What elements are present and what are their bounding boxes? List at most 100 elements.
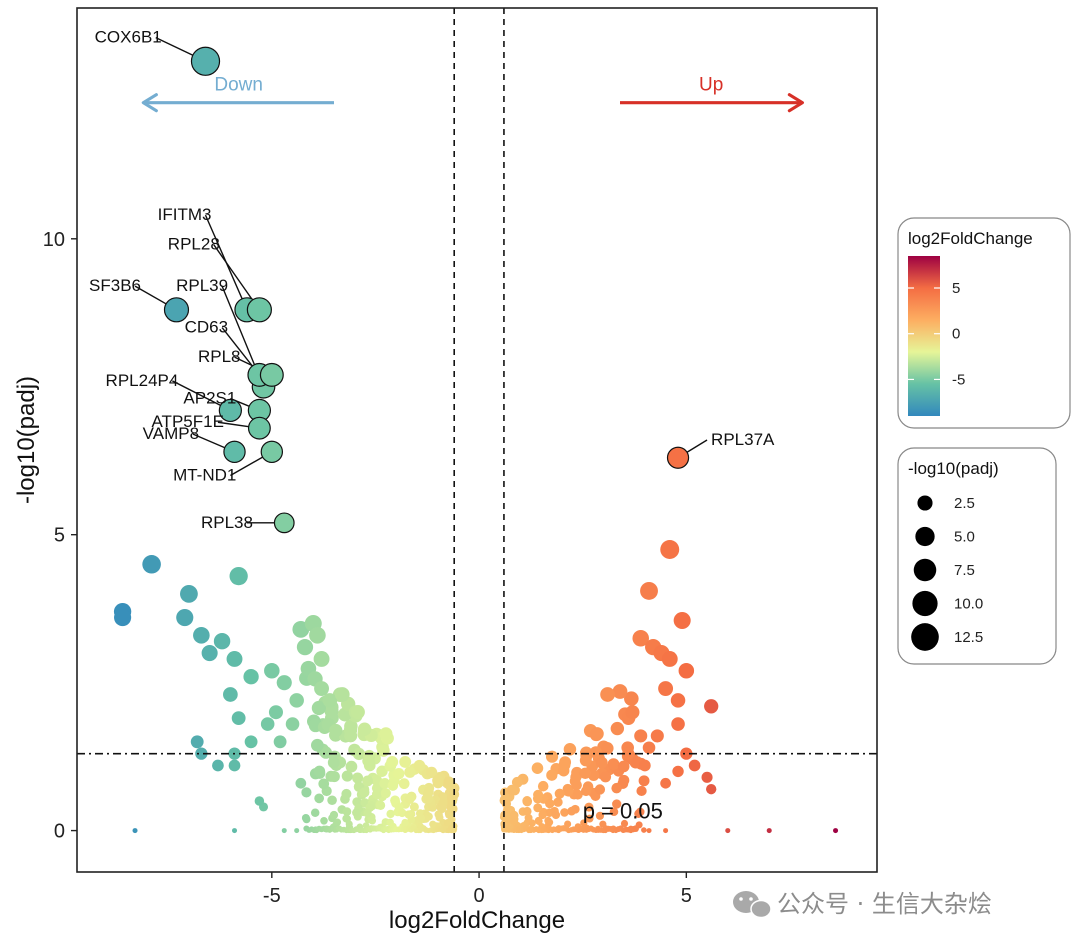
gene-label: RPL8 (198, 347, 241, 366)
size-legend-dot (912, 590, 938, 617)
gene-label: COX6B1 (95, 28, 162, 47)
data-point (285, 717, 300, 731)
labeled-data-point (273, 512, 295, 534)
data-point (302, 815, 311, 824)
data-point (413, 759, 426, 772)
labeled-data-point (259, 362, 284, 387)
data-point (601, 742, 614, 755)
gene-labels: COX6B1 IFITM3 RPL28 SF3B6 RPL39 CD63 RPL8 RPL24… (89, 28, 775, 532)
data-point (567, 806, 576, 816)
data-point (398, 778, 410, 790)
data-point (688, 759, 701, 772)
data-point (650, 729, 664, 743)
background-points (113, 540, 839, 834)
data-point (670, 693, 686, 708)
data-point (579, 767, 591, 779)
data-point (671, 717, 685, 731)
data-point (833, 828, 839, 834)
data-point (386, 809, 395, 819)
data-point (397, 808, 407, 818)
data-point (273, 735, 287, 749)
data-point (322, 693, 338, 708)
data-point (371, 774, 382, 786)
y-axis-title: -log10(padj) (13, 376, 40, 504)
data-point (254, 796, 265, 806)
data-point (706, 783, 717, 795)
data-point (766, 828, 772, 834)
data-point (594, 784, 606, 795)
data-point (363, 809, 372, 818)
size-legend-label: 10.0 (954, 596, 983, 613)
data-point (226, 651, 243, 667)
labeled-data-point (190, 46, 221, 76)
data-point (313, 765, 326, 777)
data-point (632, 825, 639, 832)
data-point (357, 722, 372, 736)
data-point (352, 808, 361, 817)
data-point (114, 608, 132, 627)
data-point (588, 769, 600, 781)
data-point (327, 756, 340, 769)
y-tick-label: 0 (54, 821, 65, 843)
data-point (580, 819, 588, 827)
axes: -5 0 5 0 5 10 log2FoldChange -log10(padj) (13, 229, 692, 934)
size-legend-box (897, 447, 1057, 665)
data-point (640, 581, 658, 600)
data-point (646, 828, 652, 834)
data-point (295, 777, 307, 789)
data-point (585, 814, 594, 823)
data-point (620, 819, 629, 828)
data-point (276, 675, 292, 691)
data-point (201, 644, 218, 662)
data-point (663, 828, 669, 834)
data-point (311, 700, 326, 716)
data-point (678, 663, 695, 679)
data-point (609, 807, 619, 817)
wechat-icon (733, 891, 772, 919)
data-point (404, 810, 413, 819)
data-point (334, 687, 350, 702)
data-point (229, 566, 248, 586)
data-point (362, 775, 374, 787)
labeled-data-point (163, 297, 190, 323)
reference-lines: p = 0.05 (77, 8, 877, 872)
data-point (570, 771, 582, 783)
data-point (379, 778, 391, 789)
gene-label: CD63 (185, 318, 228, 337)
data-point (704, 699, 719, 714)
data-point (551, 810, 561, 820)
data-point (545, 798, 555, 809)
data-point (522, 796, 533, 807)
data-point (423, 786, 434, 797)
data-point (301, 787, 312, 798)
data-point (660, 540, 680, 559)
labeled-data-point (246, 297, 272, 323)
data-point (639, 759, 651, 772)
data-point (281, 828, 287, 834)
data-point (599, 771, 612, 783)
data-point (624, 691, 639, 706)
data-point (607, 758, 620, 770)
gene-label: ATP5F1E (151, 412, 223, 431)
gene-label: RPL37A (711, 430, 775, 449)
data-point (563, 785, 574, 796)
data-point (386, 756, 399, 768)
data-point (363, 749, 376, 763)
data-point (533, 803, 543, 813)
data-point (611, 782, 622, 794)
data-point (610, 721, 625, 736)
data-point (377, 744, 390, 757)
data-point (193, 626, 210, 644)
data-point (534, 816, 543, 825)
y-tick-label: 5 (54, 525, 65, 547)
data-point (329, 810, 339, 820)
data-point (379, 727, 393, 741)
data-point (572, 789, 583, 800)
size-legend-title: -log10(padj) (908, 459, 999, 478)
data-point (437, 804, 447, 814)
data-point (443, 776, 455, 788)
y-tick-label: 10 (43, 229, 65, 251)
data-point (680, 747, 693, 760)
size-legend-label: 7.5 (954, 562, 975, 579)
